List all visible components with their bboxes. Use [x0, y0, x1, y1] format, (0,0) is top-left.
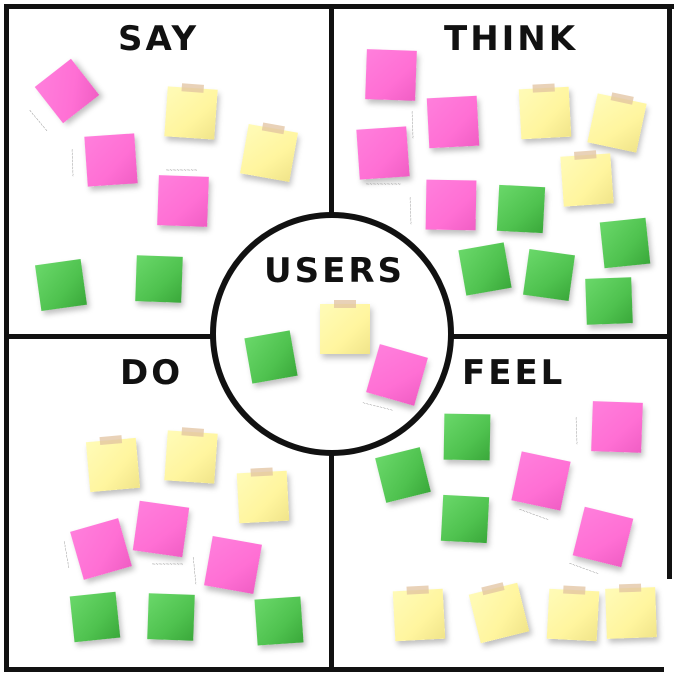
sticky-note-green [496, 184, 546, 234]
sticky-note-yellow [560, 150, 614, 207]
note-scribble: ~~~~~~~~ [572, 416, 580, 446]
sticky-note-green [244, 330, 298, 384]
sticky-note-green [440, 494, 490, 544]
feel-label: FEEL [462, 353, 566, 393]
sticky-note-yellow [605, 583, 657, 639]
sticky-note-green [254, 596, 304, 646]
sticky-note-green [599, 217, 651, 269]
think-label: THINK [444, 19, 579, 59]
note-scribble: ~~~~~~~~~ [567, 560, 600, 578]
sticky-note-green [458, 242, 512, 296]
note-scribble: ~~~~~~~~~ [517, 506, 550, 524]
sticky-note-yellow [468, 582, 530, 644]
sticky-note-yellow [587, 92, 647, 153]
sticky-note-yellow [164, 83, 218, 140]
sticky-note-green [69, 591, 121, 643]
sticky-note-pink [356, 126, 410, 180]
note-scribble: ~~~~~~~~ [68, 148, 76, 178]
sticky-note-green [523, 249, 575, 301]
note-scribble: ~~~~~~~~~ [361, 400, 394, 414]
sticky-note-pink [157, 175, 209, 227]
note-scribble: ~~~~~~~~ [408, 110, 416, 140]
note-scribble: ~~~~~~~~ [26, 108, 50, 134]
users-circle: USERS ~~~~~~~~~ [210, 212, 454, 456]
sticky-note-green [135, 255, 183, 303]
sticky-note-pink [70, 518, 132, 580]
sticky-note-pink [365, 49, 417, 101]
sticky-note-yellow [85, 435, 141, 493]
say-label: SAY [118, 19, 200, 59]
sticky-note-yellow [392, 585, 446, 642]
sticky-note-pink [132, 500, 190, 558]
sticky-note-pink [366, 344, 428, 406]
sticky-note-green [35, 259, 87, 311]
sticky-note-green [443, 413, 491, 461]
note-scribble: ~~~~~~~~ [406, 196, 414, 226]
sticky-note-pink [511, 451, 571, 511]
sticky-note-pink [572, 506, 634, 568]
sticky-note-pink [426, 95, 480, 149]
do-label: DO [120, 353, 184, 393]
sticky-note-green [147, 593, 195, 641]
sticky-note-yellow [320, 300, 370, 354]
sticky-note-pink [84, 133, 138, 187]
sticky-note-pink [204, 536, 262, 594]
frame-top [4, 4, 674, 9]
sticky-note-yellow [236, 467, 290, 524]
note-scribble: ~~~~~~~~~~ [366, 182, 402, 188]
note-scribble: ~~~~~~~~~ [152, 562, 184, 568]
sticky-note-green [375, 447, 431, 503]
sticky-note-pink [425, 179, 477, 231]
sticky-note-yellow [240, 122, 298, 182]
sticky-note-pink [591, 401, 643, 453]
sticky-note-green [585, 277, 633, 325]
note-scribble: ~~~~~~~~~ [166, 168, 198, 174]
sticky-note-yellow [546, 585, 600, 642]
users-label: USERS [264, 251, 405, 291]
sticky-note-pink [34, 58, 100, 124]
note-scribble: ~~~~~~~~ [189, 556, 199, 586]
sticky-note-yellow [518, 83, 572, 140]
note-scribble: ~~~~~~~~ [60, 540, 72, 570]
frame-bottom [4, 667, 664, 672]
sticky-note-yellow [164, 427, 218, 484]
frame-right [667, 4, 672, 579]
